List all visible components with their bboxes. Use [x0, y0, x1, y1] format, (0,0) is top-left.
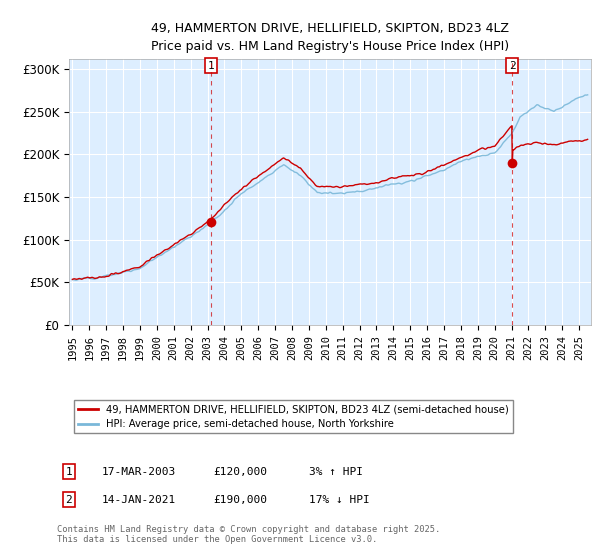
Text: 3% ↑ HPI: 3% ↑ HPI: [309, 466, 363, 477]
Text: Contains HM Land Registry data © Crown copyright and database right 2025.
This d: Contains HM Land Registry data © Crown c…: [57, 525, 440, 544]
Legend: 49, HAMMERTON DRIVE, HELLIFIELD, SKIPTON, BD23 4LZ (semi-detached house), HPI: A: 49, HAMMERTON DRIVE, HELLIFIELD, SKIPTON…: [74, 400, 513, 433]
Text: 2: 2: [65, 494, 73, 505]
Text: 2: 2: [509, 60, 515, 71]
Title: 49, HAMMERTON DRIVE, HELLIFIELD, SKIPTON, BD23 4LZ
Price paid vs. HM Land Regist: 49, HAMMERTON DRIVE, HELLIFIELD, SKIPTON…: [151, 22, 509, 53]
Text: 17% ↓ HPI: 17% ↓ HPI: [309, 494, 370, 505]
Text: 1: 1: [65, 466, 73, 477]
Text: 1: 1: [208, 60, 214, 71]
Text: 14-JAN-2021: 14-JAN-2021: [102, 494, 176, 505]
Text: £190,000: £190,000: [213, 494, 267, 505]
Text: £120,000: £120,000: [213, 466, 267, 477]
Text: 17-MAR-2003: 17-MAR-2003: [102, 466, 176, 477]
